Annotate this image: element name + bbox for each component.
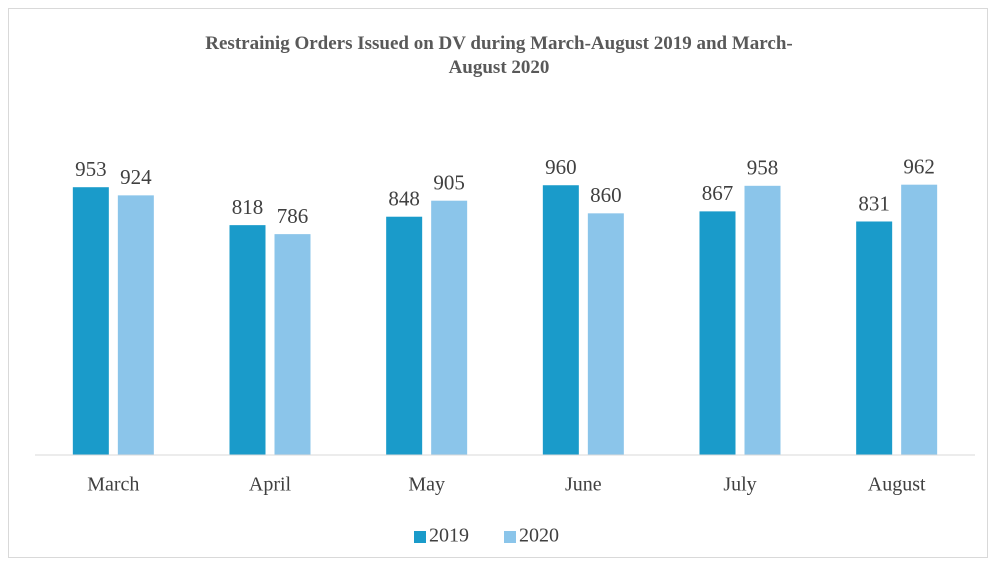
data-label: 953	[75, 157, 107, 181]
bar	[856, 221, 893, 455]
bar	[229, 225, 266, 455]
bar	[901, 184, 938, 456]
data-label: 962	[903, 154, 935, 178]
data-label: 905	[433, 171, 465, 195]
data-label: 860	[590, 183, 622, 207]
legend-swatch	[504, 531, 516, 543]
chart-title: Restrainig Orders Issued on DV during Ma…	[205, 33, 793, 78]
title-box: Restrainig Orders Issued on DV during Ma…	[0, 32, 998, 80]
bar	[274, 234, 311, 455]
chart-frame	[8, 8, 988, 558]
legend-swatch	[414, 531, 426, 543]
data-label: 867	[702, 181, 734, 205]
data-label: 960	[545, 155, 577, 179]
x-tick-label: March	[87, 474, 139, 496]
bar	[117, 195, 154, 455]
legend-label: 2020	[519, 525, 559, 547]
bar	[72, 187, 109, 455]
x-tick-label: June	[565, 474, 602, 496]
data-label: 831	[858, 191, 890, 215]
data-label: 924	[120, 165, 152, 189]
bar	[431, 200, 468, 455]
x-tick-label: April	[249, 474, 292, 496]
data-label: 818	[232, 195, 264, 219]
bar	[587, 213, 624, 455]
bar	[699, 211, 736, 455]
data-label: 786	[277, 204, 309, 228]
data-label: 958	[747, 156, 779, 180]
bar	[744, 185, 781, 455]
x-tick-label: July	[723, 474, 756, 496]
bar	[386, 216, 423, 455]
x-tick-label: May	[408, 474, 445, 496]
bar	[542, 185, 579, 456]
x-tick-label: August	[868, 474, 926, 496]
legend-label: 2019	[429, 525, 469, 547]
data-label: 848	[388, 187, 420, 211]
